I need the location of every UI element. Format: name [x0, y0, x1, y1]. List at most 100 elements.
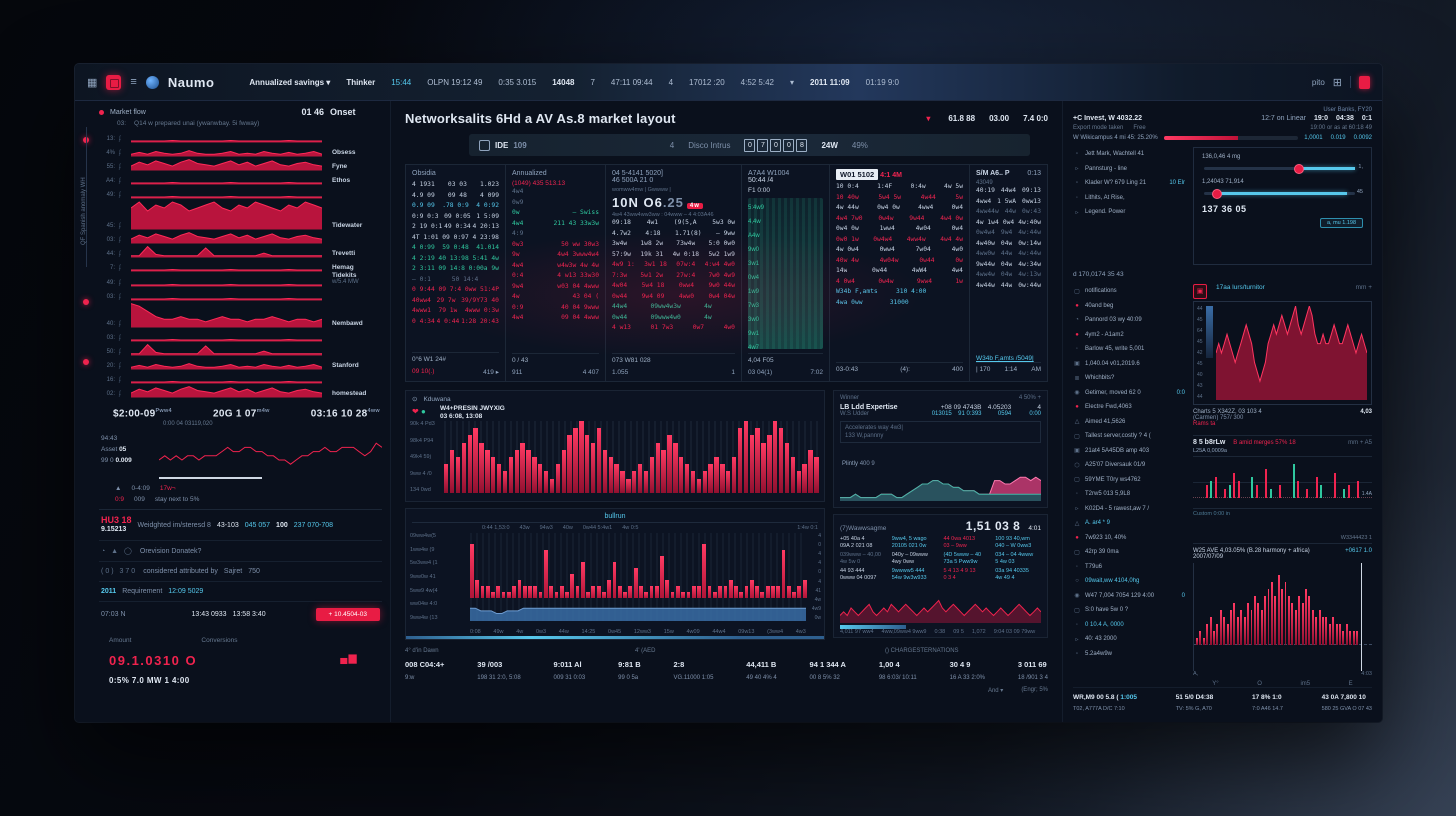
table-row[interactable]: 0:4 4 w13 33w30: [512, 271, 599, 282]
table-row[interactable]: 10 0:4 1:4F 0:4w 4w 5w: [836, 182, 963, 193]
toolbar-icon[interactable]: im5: [1300, 681, 1311, 687]
list-item[interactable]: ▹ Pannsturg - line: [1073, 162, 1185, 177]
spark-row[interactable]: A4: ʄ Ethos: [99, 171, 382, 185]
table-row[interactable]: 2011 Requirement 12:09 5029: [99, 582, 382, 603]
table-row[interactable]: 0w4 0w 1ww4 4w04 0w4: [836, 224, 963, 235]
table-row[interactable]: 4w 44w 0w4 0w 4ww4 0w4: [836, 203, 963, 214]
list-item[interactable]: ▹ Legend. Power: [1073, 205, 1185, 220]
list-item[interactable]: ● Electre Fwd,4063: [1073, 400, 1185, 415]
table-row[interactable]: 4w4: [512, 187, 599, 198]
table-row[interactable]: 4T 1:01 09 0:97 4 23:98: [412, 233, 499, 244]
table-row[interactable]: 4 1931 03 03 1.023: [412, 180, 499, 191]
nav-menu-item[interactable]: OLPN 19:12 49: [427, 77, 483, 87]
table-row[interactable]: 0w9: [512, 198, 599, 209]
spark-row[interactable]: 03: ʄ: [99, 328, 382, 342]
table-row[interactable]: 4ww0w 44w 4w:44w: [976, 249, 1041, 260]
table-row[interactable]: 4w 1w4 0w4 4w:40w: [976, 218, 1041, 229]
table-row[interactable]: 4 2:19 40 13:98 5:41 4w: [412, 254, 499, 265]
nav-menu-item[interactable]: 14048: [552, 77, 575, 87]
toolbar-icon[interactable]: Y°: [1212, 681, 1219, 687]
spark-row[interactable]: 03: ʄ: [99, 230, 382, 244]
table-row[interactable]: 40:19 44w4 09:13: [976, 186, 1041, 197]
table-row[interactable]: 4w44w 44w 0w:44w: [976, 281, 1041, 292]
table-row[interactable]: 0:9 0:3 09 0:05 1 5:09: [412, 212, 499, 223]
list-item[interactable]: △ Aimed 41,5626: [1073, 415, 1185, 430]
table-row[interactable]: 4ww4 1 5wA 0ww13: [976, 197, 1041, 208]
list-item[interactable]: △ A. ar4 * 9: [1073, 516, 1185, 531]
table-row[interactable]: 0:9 40 04 9www: [512, 303, 599, 314]
list-item[interactable]: ◦ T79u6: [1073, 560, 1185, 575]
list-item[interactable]: ◔ Pannord 03 wy 40:09: [1073, 313, 1185, 328]
grid-icon[interactable]: ▦: [87, 76, 98, 89]
chart1-head[interactable]: 17aa lurs/turnitor: [1216, 284, 1265, 291]
nav-user-label[interactable]: pito: [1311, 77, 1325, 87]
spark-row[interactable]: 50: ʄ: [99, 342, 382, 356]
slider-1[interactable]: 1,: [1204, 164, 1363, 174]
volume-tab[interactable]: Kduwana: [423, 395, 451, 403]
chart-tab-icon[interactable]: ▣: [1193, 284, 1207, 299]
table-row[interactable]: 4w4 211 43 33w3w: [512, 219, 599, 230]
window-icon[interactable]: ⊞: [1332, 76, 1342, 89]
heart-icon[interactable]: ❤: [412, 407, 419, 416]
table-row[interactable]: 4.7w2 4:18 1.71(8) — 9ww: [612, 229, 735, 240]
list-item[interactable]: ◦ Barlow 45, write 5,001: [1073, 342, 1185, 357]
nav-menu-item[interactable]: 7: [590, 77, 595, 87]
spark-row[interactable]: 03: ʄ: [99, 287, 382, 301]
nav-menu-item[interactable]: 01:19 9:0: [865, 77, 900, 87]
list-item[interactable]: ▫ 5.2a4w9w: [1073, 647, 1185, 662]
nav-menu-item[interactable]: 2011 11:09: [810, 77, 850, 87]
list-item[interactable]: ◦ T2rw5 013 5,9L8: [1073, 487, 1185, 502]
table-row[interactable]: 4wa 0ww 31000: [836, 298, 963, 309]
table-row[interactable]: 2 3:11 09 14:8 0:00a 9w: [412, 264, 499, 275]
table-row[interactable]: ◔ ▲ ◯ Orevision Donatek?: [99, 541, 382, 563]
table-row[interactable]: 0w44 09www4w0 4w: [612, 313, 735, 324]
list-item[interactable]: ▣ 1,040.04 v01,2019.6: [1073, 357, 1185, 372]
spark-row[interactable]: 16: ʄ: [99, 370, 382, 384]
table-row[interactable]: 0 9:44 09 7:4 0ww 51:4P: [412, 285, 499, 296]
scrubber-handle[interactable]: [159, 477, 262, 480]
table-row[interactable]: (0) 370 considered attributed by Sajret …: [99, 562, 382, 583]
list-item[interactable]: ▣ 21at4 5A45DB amp 403: [1073, 444, 1185, 459]
table-row[interactable]: 0w0 1w 0w4w4 4ww4w 4w4 4w: [836, 235, 963, 246]
list-item[interactable]: ● 7w923 10, 40%: [1073, 531, 1185, 546]
spark-row[interactable]: 20: ʄ Stanford: [99, 356, 382, 370]
toolbar-icon[interactable]: E: [1348, 681, 1353, 687]
hamburger-menu-icon[interactable]: ≡: [130, 76, 137, 88]
table-row[interactable]: 4w 43 04 (: [512, 292, 599, 303]
buy-button[interactable]: + 10.4504-03: [315, 608, 380, 622]
table-row[interactable]: 7:3w 5w1 2w 27w:4 7w0 4w9: [612, 271, 735, 282]
list-item[interactable]: ◉ W47 7,004 7054 129 4:00 0: [1073, 589, 1185, 604]
table-row[interactable]: 0w — Swiss: [512, 208, 599, 219]
list-item[interactable]: ▢ 59YME T0ry ws4762: [1073, 473, 1185, 488]
list-item[interactable]: ▢ notifications: [1073, 284, 1185, 299]
table-row[interactable]: 44w4 09ww4w3w 4w: [612, 302, 735, 313]
table-row[interactable]: 4w 0w4 0ww4 7w04 4w0: [836, 245, 963, 256]
table-row[interactable]: 4ww4w 04w 4w:13w: [976, 270, 1041, 281]
alert-button[interactable]: [1359, 75, 1370, 89]
table-row[interactable]: 0w4w4 9w4 4w:44w: [976, 228, 1041, 239]
table-row[interactable]: HU3 18 9.15213 Weidghted im/steresd 8 43-…: [99, 510, 382, 542]
app-logo-icon[interactable]: [106, 74, 122, 90]
tab-winner[interactable]: Winner: [840, 395, 860, 401]
scrollbar-fragment[interactable]: [840, 625, 906, 629]
ticker-chip[interactable]: W01 5102: [836, 169, 879, 180]
list-item[interactable]: ● 4ym2 - A1am2: [1073, 328, 1185, 343]
spark-row[interactable]: 7: ʄ Hemag: [99, 258, 382, 272]
nav-menu-item[interactable]: 4: [668, 77, 674, 87]
list-item[interactable]: ● 40and beg: [1073, 299, 1185, 314]
list-item[interactable]: ▫ Jett Mark, Wachtell 41: [1073, 147, 1185, 162]
toolbar-m2[interactable]: Disco Intrus: [688, 140, 731, 150]
tab-actions[interactable]: 4 50% +: [1018, 395, 1041, 401]
list-item[interactable]: ◦ Lithits, At Rise,: [1073, 191, 1185, 206]
nav-menu-item[interactable]: 4:52 5:42: [740, 77, 775, 87]
table-row[interactable]: 9w 4w4 3www4w4: [512, 250, 599, 261]
chevron-down-icon[interactable]: ▾: [926, 114, 931, 123]
list-item[interactable]: ⬡ A25'07 Diversauk 01/9: [1073, 458, 1185, 473]
spark-row[interactable]: 13: ʄ: [99, 129, 382, 143]
table-row[interactable]: — 0:1 50 14:4: [412, 275, 499, 286]
apply-button[interactable]: a, mu 1.198: [1319, 218, 1363, 228]
list-item[interactable]: ▢ Tallest server,costly ? 4 (: [1073, 429, 1185, 444]
nav-menu-item[interactable]: Annualized savings ▾: [249, 77, 331, 87]
table-row[interactable]: 4 0:99 59 0:48 41.014: [412, 243, 499, 254]
spark-row[interactable]: 49: ʄ: [99, 185, 382, 199]
